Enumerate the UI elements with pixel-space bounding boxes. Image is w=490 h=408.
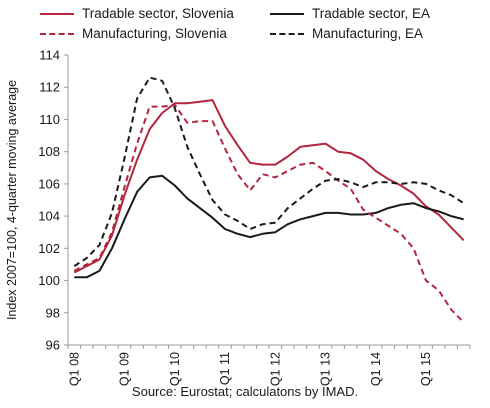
x-tick-label: Q1 09 — [118, 352, 132, 386]
series-line-tradable-sector-slovenia — [73, 99, 465, 274]
legend-item-tradable-slovenia: Tradable sector, Slovenia — [40, 6, 234, 21]
chart-legend: Tradable sector, Slovenia Tradable secto… — [0, 2, 490, 42]
source-note: Source: Eurostat; calculatons by IMAD. — [131, 384, 359, 399]
x-tick-label: Q1 10 — [168, 352, 182, 386]
x-tick-label: Q1 14 — [369, 352, 383, 386]
y-tick-label: 114 — [39, 48, 60, 63]
x-tick-label: Q1 15 — [419, 352, 433, 386]
y-axis-title: Index 2007=100, 4-quarter moving average — [5, 80, 19, 320]
legend-item-manufacturing-ea: Manufacturing, EA — [270, 26, 423, 41]
legend-label-manufacturing-ea: Manufacturing, EA — [312, 26, 424, 41]
legend-label-tradable-slovenia: Tradable sector, Slovenia — [82, 6, 234, 21]
legend-swatch-manufacturing-slovenia — [40, 32, 74, 35]
series-line-manufacturing-slovenia — [73, 103, 465, 324]
legend-swatch-tradable-slovenia — [40, 12, 74, 15]
y-tick-label: 96 — [46, 338, 60, 353]
legend-label-manufacturing-slovenia: Manufacturing, Slovenia — [82, 26, 227, 41]
legend-item-tradable-ea: Tradable sector, EA — [270, 6, 430, 21]
y-tick-label: 108 — [38, 144, 60, 159]
legend-item-manufacturing-slovenia: Manufacturing, Slovenia — [40, 26, 227, 41]
series-line-tradable-sector-ea — [74, 174, 464, 279]
legend-label-tradable-ea: Tradable sector, EA — [312, 6, 431, 21]
y-tick-label: 104 — [38, 209, 60, 224]
x-tick-label: Q1 11 — [218, 352, 232, 385]
legend-swatch-manufacturing-ea — [270, 32, 304, 35]
y-tick-label: 106 — [38, 176, 60, 191]
x-tick-label: Q1 08 — [67, 352, 81, 386]
legend-swatch-tradable-ea — [270, 12, 304, 15]
x-tick-label: Q1 13 — [319, 352, 333, 386]
y-tick-label: 100 — [38, 273, 60, 288]
y-tick-label: 98 — [46, 305, 60, 320]
x-tick-label: Q1 12 — [268, 352, 282, 386]
y-tick-label: 110 — [39, 112, 60, 127]
y-tick-label: 102 — [38, 241, 60, 256]
y-tick-label: 112 — [39, 80, 60, 95]
